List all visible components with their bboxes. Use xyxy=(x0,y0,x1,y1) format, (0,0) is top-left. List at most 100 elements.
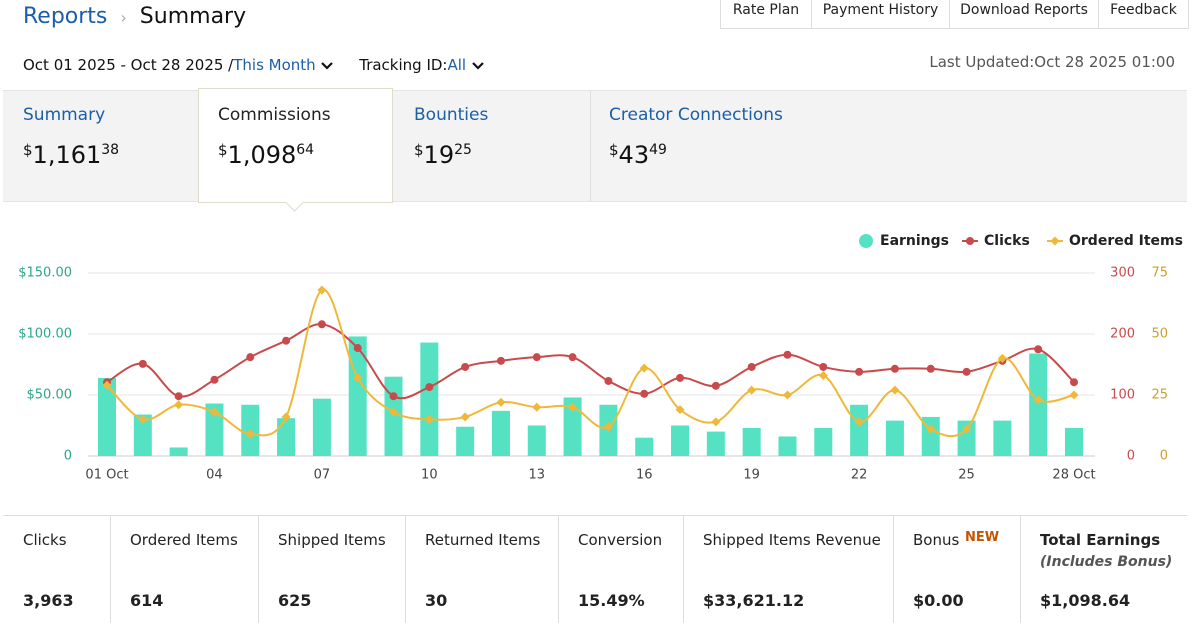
bar xyxy=(706,431,725,456)
point xyxy=(890,385,900,395)
stat-label: Returned Items xyxy=(425,531,541,549)
stat-label: Shipped Items Revenue xyxy=(703,531,881,549)
tab[interactable]: Payment History xyxy=(811,0,950,29)
stat-label: Shipped Items xyxy=(278,531,386,549)
point xyxy=(174,392,183,401)
x-tick-label: 10 xyxy=(421,468,438,483)
y3-tick-label: 25 xyxy=(1151,388,1168,403)
bar xyxy=(742,427,761,456)
point xyxy=(425,383,434,392)
point xyxy=(604,376,613,385)
y-tick-label: $150.00 xyxy=(18,266,72,281)
point xyxy=(174,400,184,410)
x-tick-label: 01 Oct xyxy=(85,468,128,483)
stat-value: 15.49% xyxy=(578,591,645,610)
stat-label: Bonus xyxy=(913,531,960,549)
stat-value: $0.00 xyxy=(913,591,964,610)
x-tick-label: 13 xyxy=(529,468,546,483)
point xyxy=(532,402,542,412)
bar xyxy=(420,342,439,456)
point xyxy=(138,359,147,368)
x-tick-label: 07 xyxy=(314,468,331,483)
separator: › xyxy=(120,8,127,27)
point xyxy=(782,390,793,400)
chevron xyxy=(321,61,334,70)
x-tick-label: 28 Oct xyxy=(1052,468,1095,483)
card-label[interactable]: Commissions xyxy=(218,105,331,125)
divider xyxy=(558,516,559,623)
point xyxy=(245,429,255,439)
point xyxy=(1069,390,1079,400)
bar xyxy=(169,447,188,456)
period-dropdown[interactable]: This Month xyxy=(233,56,316,74)
stat-value: $1,098.64 xyxy=(1040,591,1131,610)
point xyxy=(317,320,326,329)
stat-value: 614 xyxy=(130,591,164,610)
point xyxy=(640,389,649,398)
legend-label: Clicks xyxy=(984,233,1030,249)
bar xyxy=(957,420,976,456)
tab[interactable]: Download Reports xyxy=(949,0,1099,29)
y2-tick-label: 100 xyxy=(1110,388,1135,403)
stat-label: Clicks xyxy=(23,531,67,549)
stat-value: 625 xyxy=(278,591,312,610)
y2-tick-label: 0 xyxy=(1127,449,1135,464)
legend-swatch xyxy=(1050,236,1060,246)
y3-tick-label: 50 xyxy=(1151,327,1168,342)
point xyxy=(854,417,864,427)
divider xyxy=(893,516,894,623)
active-card xyxy=(198,88,393,203)
point xyxy=(460,412,470,422)
bar xyxy=(133,414,152,456)
page-title: Summary xyxy=(139,4,247,29)
divider xyxy=(258,516,259,623)
x-tick-label: 25 xyxy=(958,468,975,483)
card-label[interactable]: Summary xyxy=(23,105,106,125)
legend-swatch xyxy=(966,237,974,245)
breadcrumb-link[interactable]: Reports xyxy=(23,4,108,29)
card-label[interactable]: Creator Connections xyxy=(609,105,783,125)
stat-note: (Includes Bonus) xyxy=(1040,554,1173,570)
card-label[interactable]: Bounties xyxy=(414,105,489,125)
badge: NEW xyxy=(965,530,1000,545)
line xyxy=(106,289,1075,438)
bar xyxy=(1065,427,1083,456)
point xyxy=(496,397,506,407)
divider xyxy=(405,516,406,623)
breadcrumb: Reports › Summary xyxy=(23,4,246,29)
x-tick-label: 19 xyxy=(743,468,760,483)
point xyxy=(890,364,899,373)
point xyxy=(747,362,756,371)
point xyxy=(711,381,720,390)
tab[interactable]: Feedback xyxy=(1098,0,1189,29)
stat-value: 30 xyxy=(425,591,448,610)
bar xyxy=(993,420,1012,456)
point xyxy=(855,367,864,376)
stat-label: Total Earnings xyxy=(1040,531,1161,549)
x-tick-label: 04 xyxy=(206,468,223,483)
point xyxy=(962,367,971,376)
point xyxy=(424,414,434,424)
legend-label: Earnings xyxy=(880,233,949,249)
point xyxy=(676,373,685,382)
bar xyxy=(527,425,546,456)
point xyxy=(711,417,721,427)
divider xyxy=(590,91,591,201)
x-tick-label: 22 xyxy=(851,468,868,483)
bar xyxy=(456,426,475,456)
stat-label: Ordered Items xyxy=(130,531,238,549)
tab[interactable]: Rate Plan xyxy=(720,0,812,29)
chart: 0 $50.00 $100.00 $150.00 0 100 200 300 0 25 50 75 01… xyxy=(18,233,1183,483)
bar xyxy=(98,377,116,456)
card-amount: $1925 xyxy=(414,141,472,169)
bar xyxy=(850,404,869,456)
tracking-dropdown[interactable]: All xyxy=(447,56,467,74)
bar xyxy=(312,398,331,456)
point xyxy=(1034,345,1043,354)
point xyxy=(1070,378,1078,387)
bar xyxy=(778,436,797,456)
point xyxy=(281,412,291,422)
legend-swatch xyxy=(859,234,873,248)
point xyxy=(461,362,470,371)
point xyxy=(496,356,505,365)
